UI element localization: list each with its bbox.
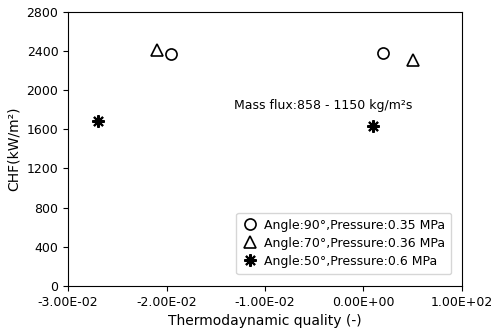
Angle:50°,Pressure:0.6 MPa	[370, 124, 376, 128]
Text: Mass flux:858 - 1150 kg/m²s: Mass flux:858 - 1150 kg/m²s	[234, 98, 412, 112]
Angle:90°,Pressure:0.35 MPa	[168, 52, 174, 56]
Angle:70°,Pressure:0.36 MPa	[154, 48, 160, 52]
Y-axis label: CHF(kW/m²): CHF(kW/m²)	[7, 107, 21, 191]
Line: Angle:50°,Pressure:0.6 MPa: Angle:50°,Pressure:0.6 MPa	[92, 115, 380, 132]
Line: Angle:90°,Pressure:0.35 MPa: Angle:90°,Pressure:0.35 MPa	[166, 48, 388, 60]
X-axis label: Thermodaynamic quality (-): Thermodaynamic quality (-)	[168, 314, 362, 328]
Line: Angle:70°,Pressure:0.36 MPa: Angle:70°,Pressure:0.36 MPa	[150, 43, 419, 66]
Angle:90°,Pressure:0.35 MPa	[380, 51, 386, 55]
Angle:70°,Pressure:0.36 MPa	[410, 58, 416, 62]
Angle:50°,Pressure:0.6 MPa	[94, 120, 100, 124]
Legend: Angle:90°,Pressure:0.35 MPa, Angle:70°,Pressure:0.36 MPa, Angle:50°,Pressure:0.6: Angle:90°,Pressure:0.35 MPa, Angle:70°,P…	[236, 212, 451, 274]
